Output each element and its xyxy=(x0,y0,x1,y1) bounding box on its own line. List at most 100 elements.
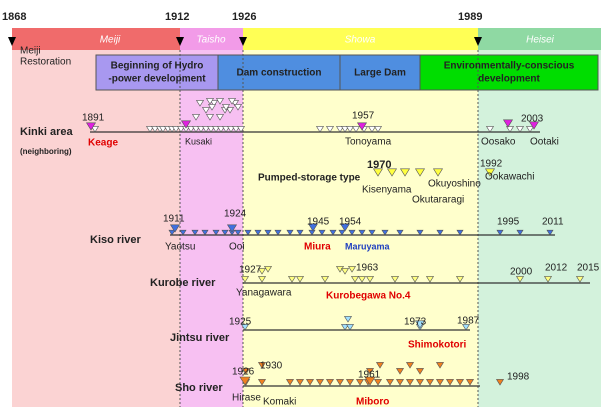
dam-marker xyxy=(168,229,176,236)
era-year: 1912 xyxy=(165,11,189,23)
dam-marker xyxy=(414,320,426,329)
dam-marker xyxy=(405,362,415,369)
dam-marker xyxy=(318,229,326,236)
dam-marker xyxy=(263,266,273,273)
place: Hirase xyxy=(232,393,261,404)
dam-marker xyxy=(295,276,305,283)
dam-marker xyxy=(195,100,205,107)
dam-marker xyxy=(240,276,250,283)
dam-marker xyxy=(445,379,455,386)
dam-marker xyxy=(150,126,160,133)
phase-box xyxy=(339,54,421,91)
dam-marker xyxy=(456,229,464,236)
dam-marker xyxy=(257,268,267,275)
phase-label: Large Dam xyxy=(354,68,406,79)
label: 1911 xyxy=(163,214,185,225)
label: 2011 xyxy=(542,217,564,228)
label: 1957 xyxy=(352,111,375,122)
dam-marker xyxy=(257,379,267,386)
dam-marker xyxy=(315,379,325,386)
dam-marker xyxy=(329,229,337,236)
year-bg xyxy=(164,9,195,24)
dam-marker xyxy=(205,114,215,121)
dam-marker xyxy=(335,126,345,133)
phase-label: Beginning of Hydro xyxy=(111,61,204,72)
dam-marker xyxy=(176,126,186,133)
place: Okutararagi xyxy=(412,195,464,206)
dam-marker xyxy=(254,229,262,236)
dam-marker xyxy=(410,276,420,283)
dam-marker xyxy=(171,126,181,133)
era-marker xyxy=(474,37,482,46)
dam-marker xyxy=(435,362,445,369)
place: Oosako xyxy=(481,137,516,148)
phase-label: Dam construction xyxy=(236,68,321,79)
dam-marker xyxy=(347,266,357,273)
label: 2000 xyxy=(510,267,533,278)
place: Ookawachi xyxy=(485,172,534,183)
dam-marker xyxy=(295,379,305,386)
dam-marker xyxy=(425,379,435,386)
dam-marker xyxy=(186,126,196,133)
row-name: Sho river xyxy=(175,382,223,394)
dam-marker xyxy=(212,229,220,236)
dam-marker xyxy=(455,379,465,386)
dam-marker xyxy=(365,368,375,375)
row-name: Pumped-storage type xyxy=(258,173,361,184)
era-name: Heisei xyxy=(526,35,555,46)
dam-marker xyxy=(215,98,225,105)
dam-marker xyxy=(485,126,495,133)
dam-marker xyxy=(435,379,445,386)
dam-marker xyxy=(221,104,231,111)
dam-marker xyxy=(239,376,251,386)
row-name: Kurobe river xyxy=(150,277,216,289)
dam-marker xyxy=(340,268,350,275)
label: 1992 xyxy=(480,159,503,170)
dam-marker xyxy=(221,229,229,236)
dam-marker xyxy=(201,229,209,236)
era-marker xyxy=(8,37,16,46)
dam-marker xyxy=(305,379,315,386)
phase-box xyxy=(419,54,599,91)
dam-marker xyxy=(296,229,304,236)
dam-marker xyxy=(414,168,426,177)
label: 1954 xyxy=(339,217,362,228)
dam-marker xyxy=(395,368,405,375)
dam-marker xyxy=(368,229,376,236)
dam-marker xyxy=(356,122,368,131)
dam-marker xyxy=(415,368,425,375)
showa-bg xyxy=(243,28,478,407)
dam-marker xyxy=(415,379,425,386)
dam-marker xyxy=(399,168,411,177)
place: Komaki xyxy=(263,397,296,407)
label: 1963 xyxy=(356,263,379,274)
year: 1970 xyxy=(367,159,391,171)
label: 1926 xyxy=(232,367,255,378)
dam-marker xyxy=(425,276,435,283)
dam-marker xyxy=(158,126,168,133)
place: Yaotsu xyxy=(165,242,195,253)
dam-marker xyxy=(236,126,246,133)
label: 2012 xyxy=(545,263,568,274)
label: 2015 xyxy=(577,263,600,274)
dam-marker xyxy=(390,276,400,283)
dam-marker xyxy=(528,121,540,130)
dam-marker xyxy=(225,107,235,114)
dam-marker xyxy=(207,104,217,111)
taisho-bar xyxy=(180,28,243,50)
dam-marker xyxy=(340,324,350,331)
dam-marker xyxy=(340,126,350,133)
heisei-bg xyxy=(478,28,601,407)
dam-marker xyxy=(338,229,346,236)
dam-marker xyxy=(201,107,211,114)
showa-bar xyxy=(243,28,478,50)
dam-marker xyxy=(339,223,351,232)
dam-marker xyxy=(546,229,554,236)
dam-marker xyxy=(234,229,242,236)
row-name: Kiso river xyxy=(90,234,141,246)
era-year: 1868 xyxy=(2,11,26,23)
dam-marker xyxy=(308,229,316,236)
dam-marker xyxy=(315,126,325,133)
place: Keage xyxy=(88,138,118,149)
